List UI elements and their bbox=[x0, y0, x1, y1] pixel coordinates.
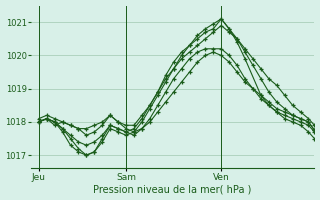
X-axis label: Pression niveau de la mer( hPa ): Pression niveau de la mer( hPa ) bbox=[93, 184, 252, 194]
